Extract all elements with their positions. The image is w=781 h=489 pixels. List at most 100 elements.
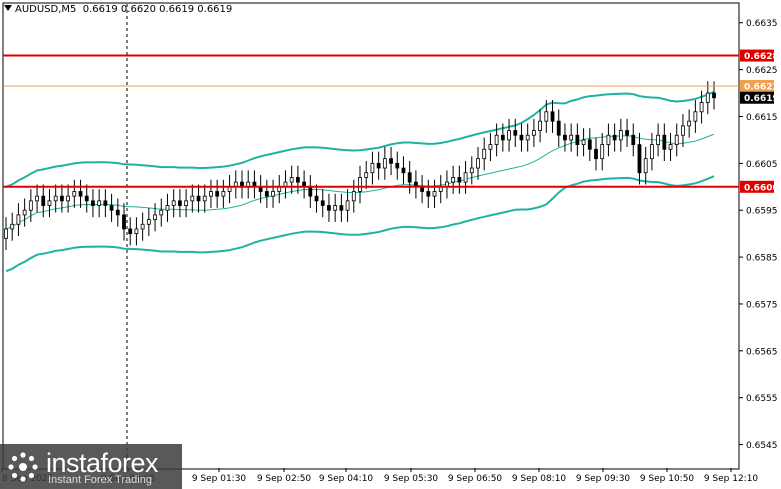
candle	[264, 179, 269, 208]
plot-area	[2, 2, 740, 470]
x-tick-label: 9 Sep 06:50	[448, 474, 503, 484]
candle-body	[426, 191, 431, 197]
candle-body	[693, 111, 698, 122]
candle-body	[47, 200, 52, 206]
candle	[122, 203, 126, 241]
candle	[202, 184, 207, 213]
candle-body	[364, 172, 369, 178]
candle	[339, 193, 344, 222]
candle-body	[128, 228, 133, 235]
candle-body	[525, 134, 530, 141]
candle-body	[656, 134, 661, 146]
candle	[97, 189, 102, 218]
candle	[569, 123, 574, 152]
candle	[488, 132, 493, 162]
candle-body	[451, 177, 456, 183]
candle-body	[382, 158, 387, 169]
dropdown-triangle-icon[interactable]	[4, 5, 12, 11]
candle	[295, 165, 300, 194]
candle-body	[53, 195, 58, 202]
x-tick-label: 9 Sep 01:30	[192, 474, 247, 484]
candle-body	[488, 144, 493, 150]
candle	[563, 123, 567, 152]
candle-body	[631, 134, 636, 146]
candle	[538, 109, 543, 143]
candle-body	[103, 200, 108, 206]
candle-body	[66, 195, 71, 202]
candle-body	[295, 177, 300, 183]
candle-body	[476, 158, 480, 169]
candle	[177, 189, 182, 218]
candle-body	[271, 191, 275, 197]
candle	[618, 118, 623, 152]
y-tick-label: 0.6565	[746, 347, 778, 357]
candle	[66, 184, 71, 213]
candle	[407, 161, 412, 194]
candle-body	[190, 195, 195, 202]
candle-body	[308, 186, 313, 197]
candle-body	[115, 209, 120, 216]
candle-body	[146, 219, 151, 225]
candle-body	[97, 200, 102, 206]
candle	[500, 123, 505, 152]
candle-body	[494, 134, 499, 146]
candle-body	[140, 223, 145, 230]
candle-body	[345, 200, 350, 211]
candle	[401, 156, 406, 185]
candle	[28, 189, 33, 222]
candle	[594, 137, 598, 171]
candle	[271, 179, 275, 208]
candle	[91, 189, 95, 218]
instaforex-logo-icon	[8, 452, 38, 482]
candle-body	[712, 92, 716, 99]
candle-body	[538, 120, 543, 131]
candle-body	[84, 195, 89, 202]
candle	[345, 189, 350, 222]
candle-body	[705, 92, 710, 103]
resistance-price-label: 0.6628	[744, 52, 779, 62]
candle	[320, 189, 325, 218]
candle	[668, 132, 673, 162]
candle	[327, 193, 331, 222]
candle-body	[209, 191, 213, 197]
candle	[575, 123, 580, 157]
candle-body	[687, 120, 692, 127]
candle	[699, 90, 704, 124]
instaforex-watermark: instaforex Instant Forex Trading	[0, 444, 182, 489]
candle	[643, 146, 648, 185]
candle-body	[171, 200, 176, 206]
candle-body	[109, 205, 114, 211]
candle-body	[35, 195, 39, 202]
candle-body	[59, 195, 64, 202]
chart-title-bar: AUDUSD,M5 0.6619 0.6620 0.6619 0.6619	[4, 4, 232, 15]
candle	[370, 151, 375, 185]
candle	[395, 151, 400, 180]
x-tick-label: 9 Sep 05:30	[384, 474, 439, 484]
candle-body	[327, 205, 331, 211]
x-tick-label: 9 Sep 12:10	[704, 474, 759, 484]
candle-body	[643, 158, 648, 174]
candle	[53, 184, 58, 213]
candle-body	[581, 139, 586, 146]
candle	[47, 189, 52, 218]
candle	[72, 179, 77, 208]
candle-body	[333, 205, 338, 211]
candle-body	[432, 191, 437, 197]
resistance-price-tag	[740, 49, 774, 62]
candle	[41, 184, 46, 218]
candlestick-series	[4, 81, 716, 251]
candle	[556, 109, 561, 147]
candle	[59, 184, 64, 213]
candle-body	[668, 144, 673, 150]
candle	[190, 184, 195, 213]
candle-body	[563, 134, 567, 141]
candle-body	[507, 130, 511, 141]
candle	[674, 123, 679, 157]
candle-body	[215, 191, 220, 197]
candle	[432, 179, 437, 208]
candle	[215, 179, 220, 208]
candle-body	[177, 200, 182, 206]
candle	[625, 118, 629, 147]
ohlc-readout: 0.6619 0.6620 0.6619 0.6619	[82, 4, 233, 15]
